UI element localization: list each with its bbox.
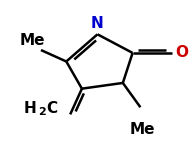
Text: 2: 2 <box>38 107 46 117</box>
Text: Me: Me <box>130 122 155 137</box>
Text: N: N <box>91 16 104 31</box>
Text: O: O <box>176 45 189 60</box>
Text: Me: Me <box>20 33 45 47</box>
Text: H: H <box>23 101 36 116</box>
Text: C: C <box>46 101 57 116</box>
